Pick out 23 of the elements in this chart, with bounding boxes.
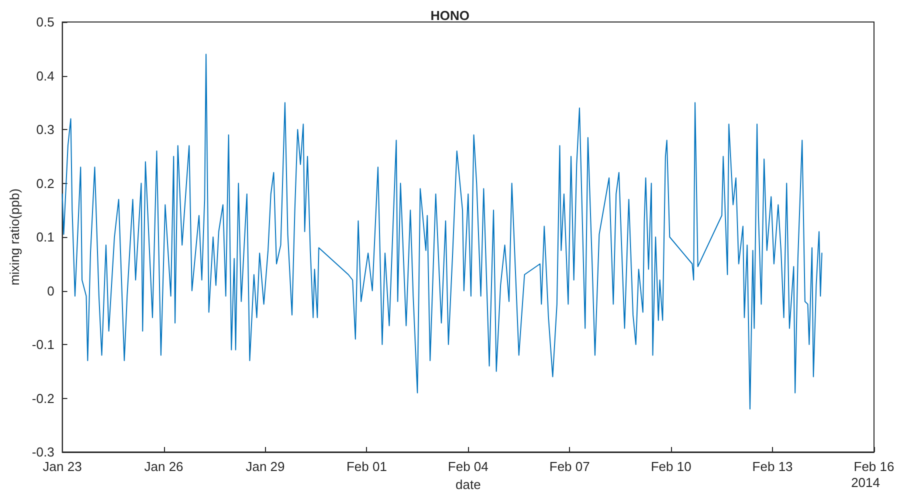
x-tick-label: Feb 04 [448,459,488,474]
x-tick-label: Feb 01 [346,459,387,474]
x-tick-label: Feb 10 [650,459,692,474]
x-tick-label: Feb 07 [549,459,590,474]
y-tick-label: 0.1 [36,230,54,244]
text: 2014 [851,475,880,490]
x-axis-title: date [455,476,481,492]
y-tick-label: -0.2 [32,390,54,406]
x-tick-label: Jan 26 [144,459,184,474]
y-tick-label: 0 [47,283,54,298]
y-axis-title: mixing ratio(ppb) [7,188,22,286]
y-tick-label: 0.3 [36,122,54,137]
y-tick-label: -0.1 [32,337,54,352]
x-tick-label: Feb 13 [752,459,793,474]
y-tick-label: 0.5 [36,14,54,30]
line-series [62,54,822,410]
y-tick-label: -0.3 [32,444,54,460]
x-tick-label: Jan 23 [42,459,82,474]
y-tick-label: 0.4 [36,68,54,84]
x-tick-label: Jan 29 [246,459,285,474]
chart-title: HONO [430,8,470,23]
y-tick-label: 0.2 [36,176,54,191]
x-tick-label: Feb 16 [854,459,894,474]
